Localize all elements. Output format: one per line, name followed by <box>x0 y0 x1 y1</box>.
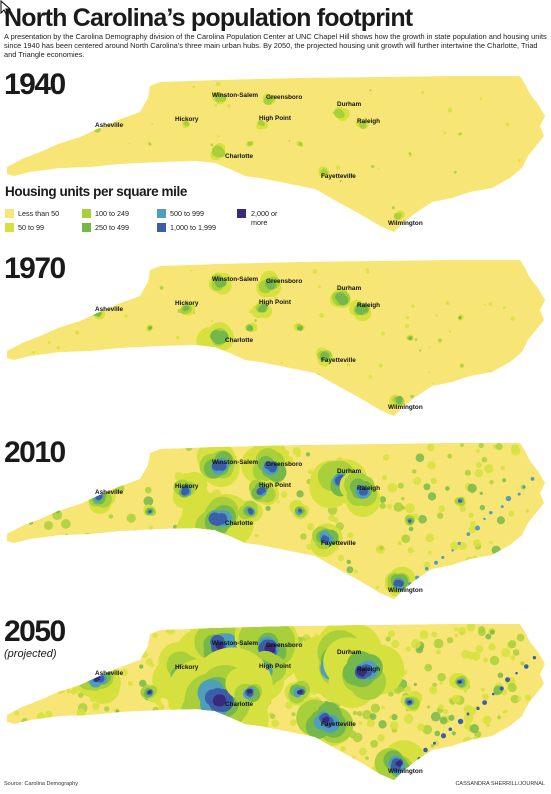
city-label-charlotte: Charlotte <box>225 701 253 708</box>
city-label-fayetteville: Fayetteville <box>321 173 356 180</box>
nc-map-1970: Winston-Salem Greensboro Durham Hickory High… <box>7 260 545 416</box>
page-subtitle: A presentation by the Carolina Demograph… <box>4 32 547 60</box>
city-label-winston-salem: Winston-Salem <box>212 276 258 283</box>
year-label-2010: 2010 <box>4 436 66 469</box>
legend-swatch-500-999 <box>157 209 166 218</box>
year-label-1970: 1970 <box>4 252 66 285</box>
city-label-hickory: Hickory <box>175 664 199 671</box>
city-label-winston-salem: Winston-Salem <box>212 640 258 647</box>
nc-state-shape <box>7 624 545 780</box>
city-label-raleigh: Raleigh <box>357 485 380 492</box>
legend-label-50-99: 50 to 99 <box>18 223 44 232</box>
city-label-asheville: Asheville <box>95 122 124 129</box>
legend-label-lt50: Less than 50 <box>18 209 60 218</box>
nc-state-shape <box>7 260 545 416</box>
nc-map-1940: Winston-Salem Greensboro Durham Hickory High… <box>7 76 545 232</box>
city-label-high-point: High Point <box>259 115 292 122</box>
city-label-wilmington: Wilmington <box>388 220 423 227</box>
mouse-cursor-icon <box>0 0 12 21</box>
city-label-winston-salem: Winston-Salem <box>212 459 258 466</box>
city-label-wilmington: Wilmington <box>388 768 423 775</box>
city-label-charlotte: Charlotte <box>225 153 253 160</box>
legend-swatch-2000plus <box>237 209 246 218</box>
photo-credit: CASSANDRA SHERRILL/JOURNAL <box>455 781 545 787</box>
city-label-wilmington: Wilmington <box>388 404 423 411</box>
year-label-2050: 2050 <box>4 615 66 648</box>
city-label-asheville: Asheville <box>95 306 124 313</box>
legend-label-1000-1999: 1,000 to 1,999 <box>170 223 216 232</box>
city-label-asheville: Asheville <box>95 670 124 677</box>
legend-label-2000plus: 2,000 or more <box>251 209 278 227</box>
nc-state-shape <box>7 443 545 599</box>
city-label-raleigh: Raleigh <box>357 666 380 673</box>
city-label-durham: Durham <box>337 285 361 292</box>
legend-swatch-lt50 <box>5 209 14 218</box>
nc-map-2010: Winston-Salem Greensboro Durham Hickory High… <box>7 443 545 599</box>
city-label-fayetteville: Fayetteville <box>321 721 356 728</box>
city-label-high-point: High Point <box>259 663 292 670</box>
city-label-greensboro: Greensboro <box>266 94 302 101</box>
year-label-1940: 1940 <box>4 68 66 101</box>
legend-label-500-999: 500 to 999 <box>170 209 204 218</box>
legend-swatch-100-249 <box>82 209 91 218</box>
city-label-raleigh: Raleigh <box>357 302 380 309</box>
city-label-hickory: Hickory <box>175 300 199 307</box>
page-title: North Carolina’s population footprint <box>4 4 413 32</box>
city-label-hickory: Hickory <box>175 116 199 123</box>
city-label-asheville: Asheville <box>95 489 124 496</box>
city-label-fayetteville: Fayetteville <box>321 357 356 364</box>
city-label-charlotte: Charlotte <box>225 337 253 344</box>
legend-swatch-1000-1999 <box>157 223 166 232</box>
city-label-winston-salem: Winston-Salem <box>212 92 258 99</box>
legend-label-100-249: 100 to 249 <box>95 209 129 218</box>
city-label-high-point: High Point <box>259 482 292 489</box>
legend-swatch-250-499 <box>82 223 91 232</box>
city-label-raleigh: Raleigh <box>357 118 380 125</box>
legend-label-250-499: 250 to 499 <box>95 223 129 232</box>
city-label-charlotte: Charlotte <box>225 520 253 527</box>
legend-title: Housing units per square mile <box>5 184 187 199</box>
city-label-high-point: High Point <box>259 299 292 306</box>
city-label-hickory: Hickory <box>175 483 199 490</box>
city-label-durham: Durham <box>337 101 361 108</box>
legend-swatch-50-99 <box>5 223 14 232</box>
city-label-durham: Durham <box>337 468 361 475</box>
city-label-greensboro: Greensboro <box>266 461 302 468</box>
city-label-wilmington: Wilmington <box>388 587 423 594</box>
city-label-greensboro: Greensboro <box>266 278 302 285</box>
nc-state-shape <box>7 76 545 232</box>
city-label-durham: Durham <box>337 649 361 656</box>
year-note-2050: (projected) <box>4 648 57 660</box>
city-label-greensboro: Greensboro <box>266 642 302 649</box>
nc-map-2050: Winston-Salem Greensboro Durham Hickory High… <box>7 624 545 780</box>
city-label-fayetteville: Fayetteville <box>321 540 356 547</box>
source-note: Source: Carolina Demography <box>4 781 78 787</box>
